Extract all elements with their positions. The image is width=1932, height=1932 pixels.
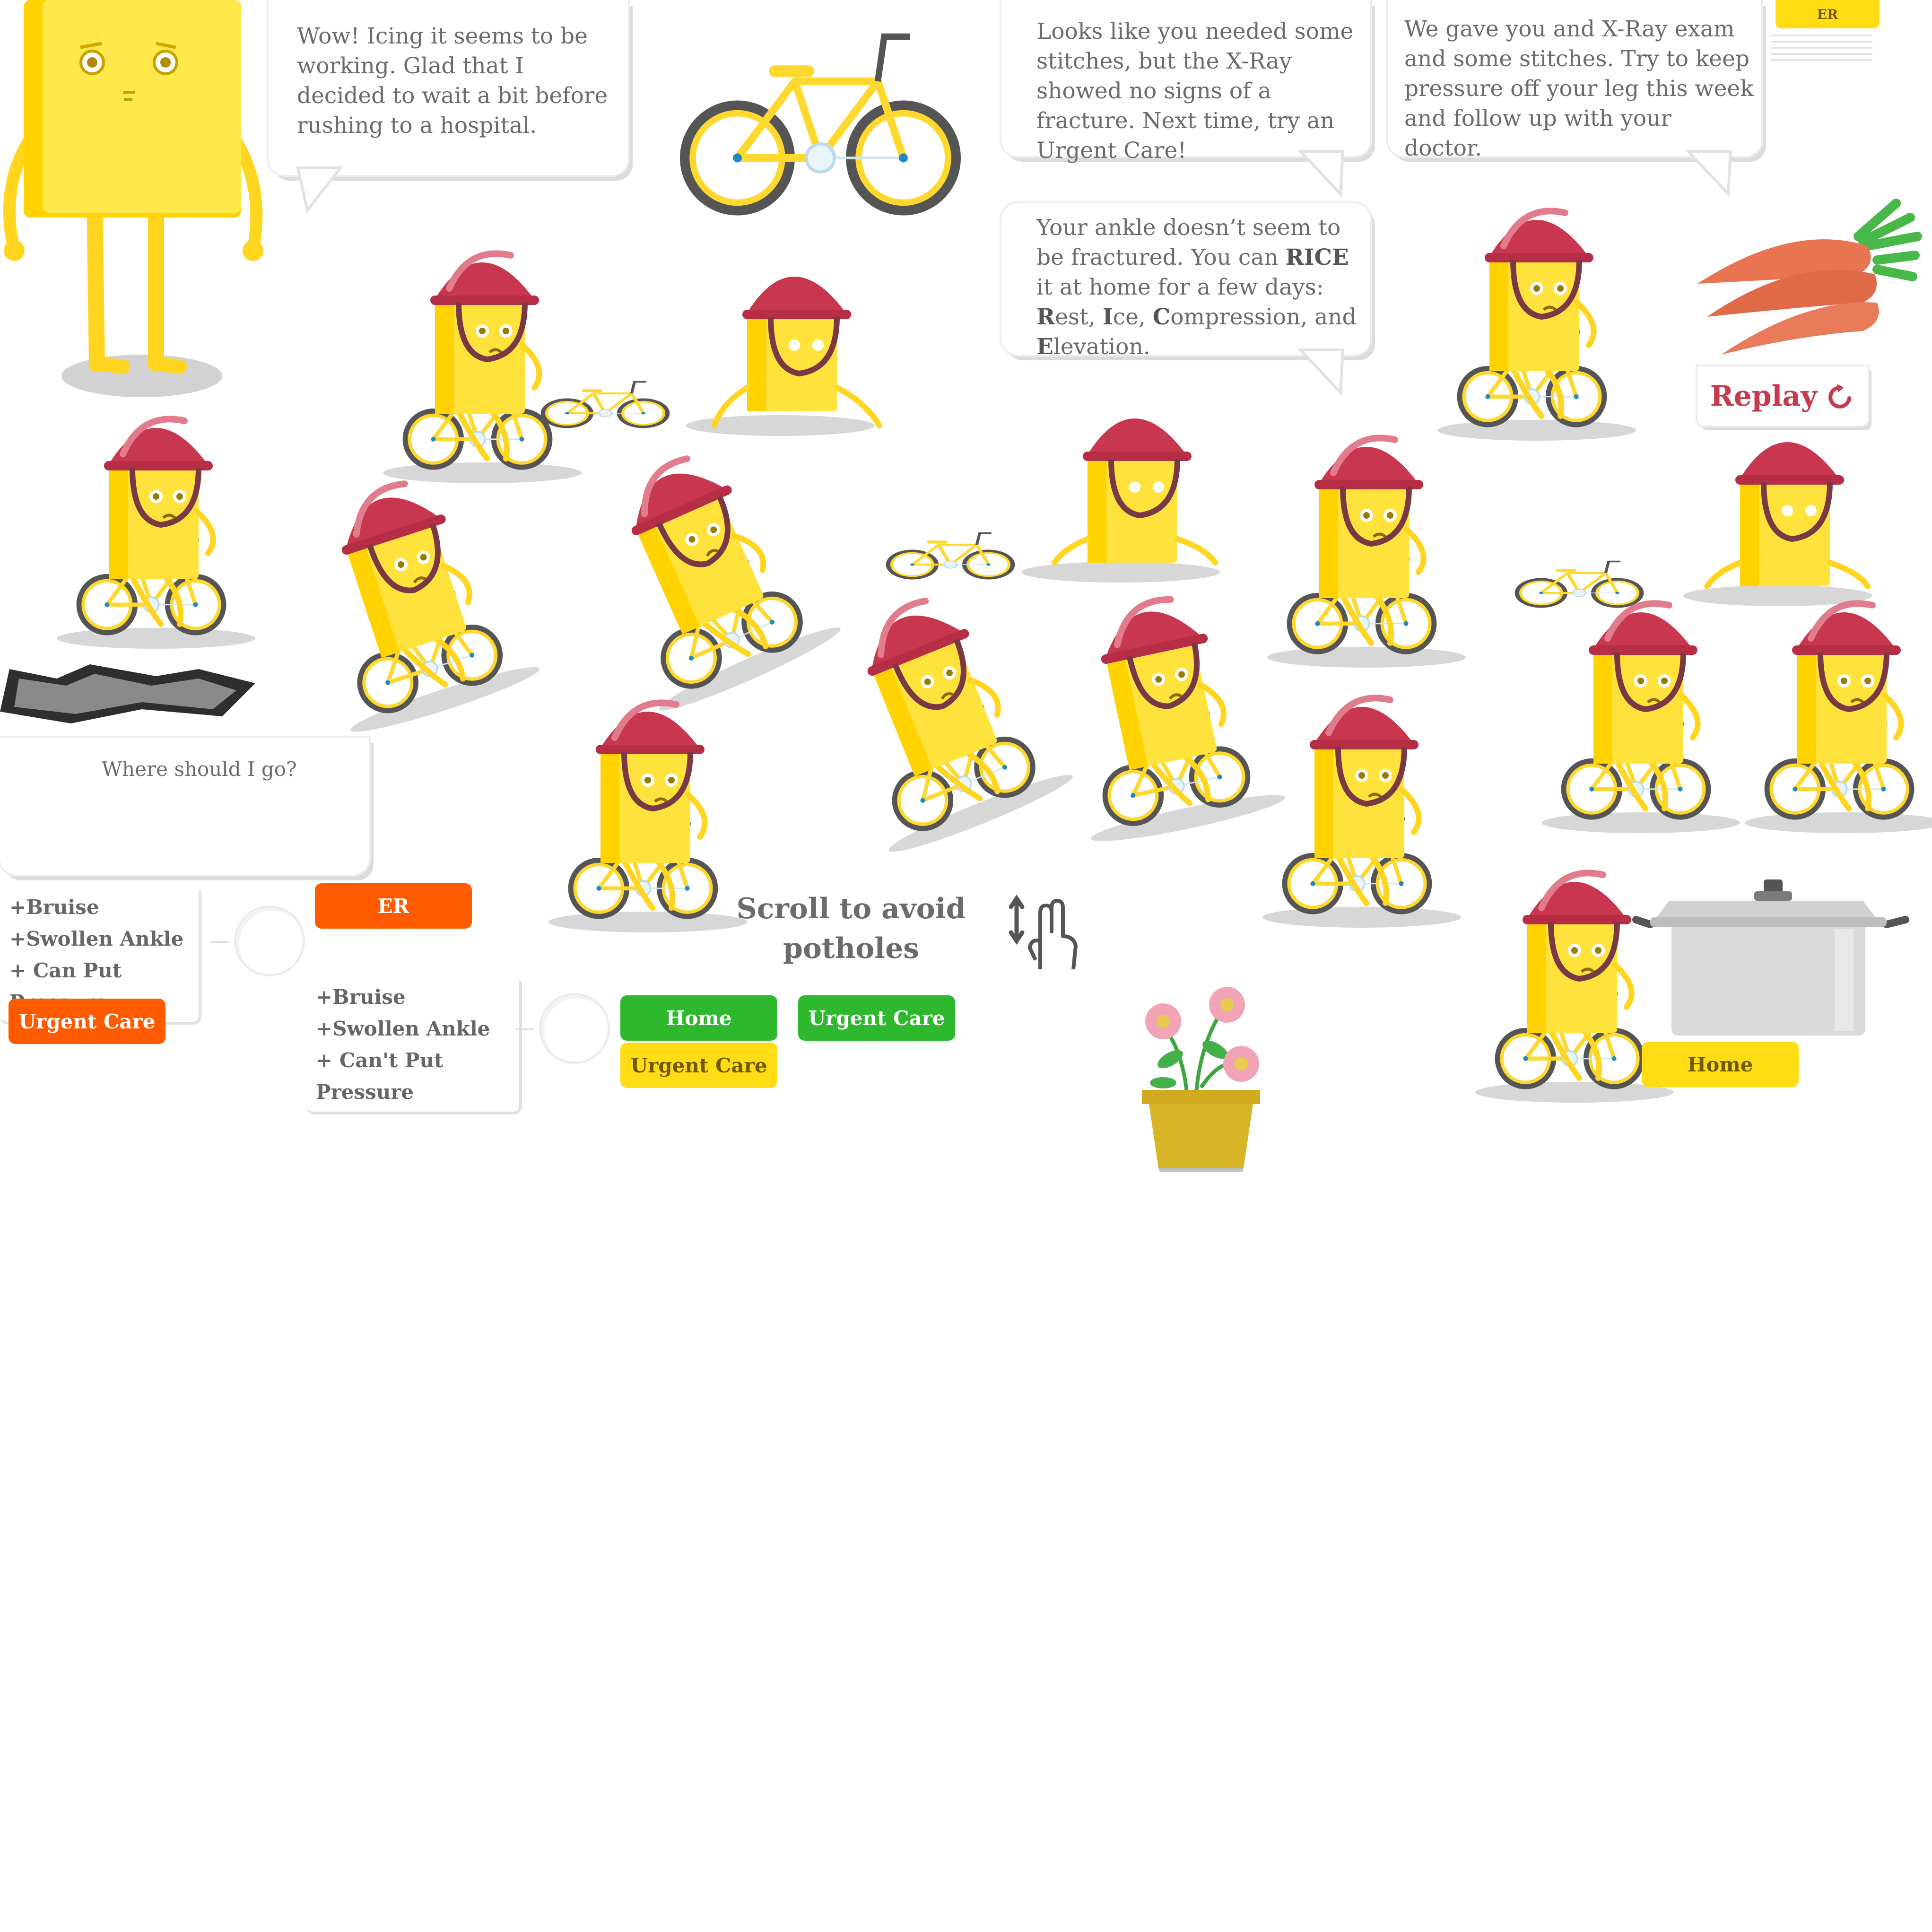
rice-letter: I [1102, 304, 1113, 330]
flower-pot [1142, 987, 1260, 1172]
scroll-hand-icon [1009, 894, 1078, 970]
rider-wheelie [265, 468, 511, 733]
rice-text: est, [1055, 304, 1103, 330]
pothole [0, 664, 255, 723]
bubble-tail [1297, 150, 1345, 198]
rider-fallen [539, 277, 882, 436]
rider-fallen [1494, 442, 1872, 615]
scroll-line-2: potholes [783, 932, 920, 965]
er-lines [1771, 35, 1872, 61]
rider [1504, 596, 1768, 861]
speech-bubble-icing [269, 0, 628, 175]
symptom-item: +Bruise [9, 896, 99, 919]
symptom-item: + Can't Put Pressure [316, 1049, 444, 1104]
scroll-line-1: Scroll to avoid [736, 892, 966, 925]
rider-fallen [870, 418, 1220, 583]
er-button[interactable]: ER [315, 883, 472, 929]
bubble-tail [296, 166, 344, 214]
speech-bubble-xray [1388, 0, 1761, 156]
bubble-tail [1685, 150, 1732, 198]
rice-letter: C [1152, 304, 1171, 330]
bubble-text-xray: We gave you and X-Ray exam and some stit… [1404, 16, 1754, 161]
yellow-character [3, 0, 263, 397]
urgent-care-button[interactable]: Urgent Care [9, 999, 165, 1044]
bicycle [638, 0, 1002, 227]
bubble-text-where: Where should I go? [102, 757, 297, 781]
rice-letter: E [1036, 334, 1053, 360]
bubble-text-rice: Your ankle doesn’t seem to be fractured.… [1036, 213, 1358, 362]
rider [0, 411, 265, 676]
rice-text: Your ankle doesn’t seem to be fractured.… [1036, 215, 1341, 270]
rider-wheelie [553, 444, 799, 709]
rice-bold: RICE [1285, 244, 1349, 270]
replay-arrow-icon [1828, 383, 1852, 409]
speech-bubble-where [0, 738, 369, 875]
rice-letter: R [1036, 304, 1055, 330]
home-yellow-button[interactable]: Home [1642, 1042, 1799, 1087]
rice-text: ompression, and [1170, 304, 1357, 330]
rice-text: it at home for a few days: [1036, 274, 1324, 300]
choice-circle[interactable] [539, 993, 610, 1064]
rider [1740, 596, 1932, 861]
bubble-text-icing: Wow! Icing it seems to be working. Glad … [297, 23, 608, 139]
urgent-care-green-button[interactable]: Urgent Care [798, 995, 955, 1041]
home-button[interactable]: Home [620, 995, 777, 1041]
cooking-pot [1632, 879, 1909, 1036]
er-badge: ER [1775, 0, 1880, 28]
rice-text: ce, [1113, 304, 1153, 330]
connector-line [515, 1028, 534, 1030]
speech-bubble-rice [1001, 203, 1370, 355]
replay-button[interactable]: Replay [1697, 366, 1868, 426]
replay-label: Replay [1710, 379, 1818, 413]
bubble-tail [1297, 348, 1345, 396]
symptom-list-b: +Bruise +Swollen Ankle + Can't Put Press… [306, 981, 522, 1114]
symptom-item: +Swollen Ankle [316, 1017, 490, 1040]
rider-wheelie [780, 586, 1045, 851]
connector-line [210, 941, 229, 943]
urgent-care-yellow-button[interactable]: Urgent Care [620, 1043, 777, 1088]
symptom-item: +Swollen Ankle [9, 927, 184, 950]
rice-text: levation. [1053, 334, 1150, 360]
bubble-text-stitches: Looks like you needed some stitches, but… [1036, 18, 1354, 164]
scroll-instruction: Scroll to avoid potholes [723, 889, 979, 968]
choice-circle[interactable] [234, 905, 305, 976]
rider [1366, 203, 1792, 430]
symptom-item: +Bruise [316, 985, 406, 1009]
speech-bubble-stitches [1001, 0, 1370, 156]
carrots [1697, 199, 1922, 355]
